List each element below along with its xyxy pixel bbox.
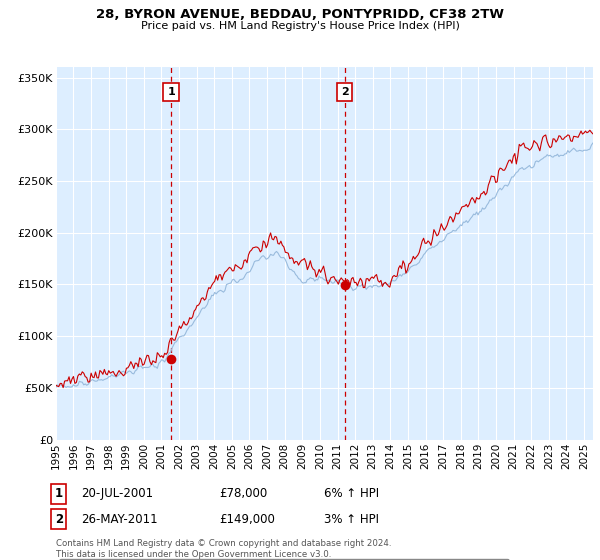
Legend: 28, BYRON AVENUE, BEDDAU, PONTYPRIDD, CF38 2TW (detached house), HPI: Average pr: 28, BYRON AVENUE, BEDDAU, PONTYPRIDD, CF…	[59, 559, 509, 560]
Text: 28, BYRON AVENUE, BEDDAU, PONTYPRIDD, CF38 2TW: 28, BYRON AVENUE, BEDDAU, PONTYPRIDD, CF…	[96, 8, 504, 21]
Text: 1: 1	[167, 87, 175, 97]
Text: 1: 1	[55, 487, 63, 501]
Text: 20-JUL-2001: 20-JUL-2001	[81, 487, 153, 501]
Text: £149,000: £149,000	[219, 512, 275, 526]
Text: 6% ↑ HPI: 6% ↑ HPI	[324, 487, 379, 501]
Text: 2: 2	[341, 87, 349, 97]
Text: Contains HM Land Registry data © Crown copyright and database right 2024.
This d: Contains HM Land Registry data © Crown c…	[56, 539, 391, 559]
Text: Price paid vs. HM Land Registry's House Price Index (HPI): Price paid vs. HM Land Registry's House …	[140, 21, 460, 31]
Text: 2: 2	[55, 512, 63, 526]
Text: 26-MAY-2011: 26-MAY-2011	[81, 512, 158, 526]
Text: £78,000: £78,000	[219, 487, 267, 501]
Text: 3% ↑ HPI: 3% ↑ HPI	[324, 512, 379, 526]
